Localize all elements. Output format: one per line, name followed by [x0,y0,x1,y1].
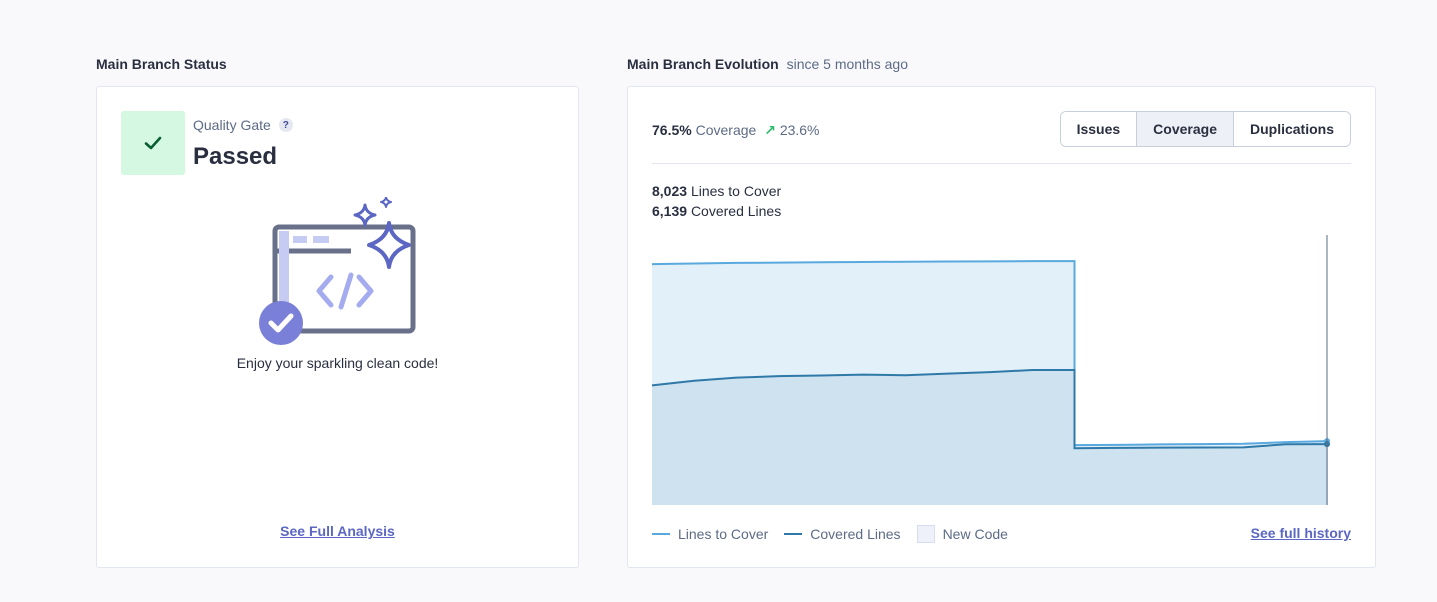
see-full-history-container: See full history [1251,525,1351,543]
coverage-trend: ↗ 23.6% [764,122,819,138]
chart-legend: Lines to Cover Covered Lines New Code [652,525,1024,543]
covered-lines-value: 6,139 [652,203,688,219]
covered-lines-label: Covered Lines [690,203,782,219]
help-icon[interactable]: ? [278,118,293,132]
legend-covered-lines-label: Covered Lines [810,526,901,542]
lines-to-cover-value: 8,023 [652,183,688,199]
branch-status-card: Quality Gate ? Passed Enjoy your sparkli… [96,86,579,568]
quality-gate-label-text: Quality Gate [193,117,271,133]
sparkling-code-illustration [259,197,416,345]
see-full-analysis-container: See Full Analysis [97,523,578,541]
see-full-analysis-link[interactable]: See Full Analysis [280,523,395,539]
code-bracket-left [316,274,334,308]
window-sidebar [279,231,289,327]
since-text: since 5 months ago [786,56,908,72]
quality-gate-badge [121,111,185,175]
quality-gate-label: Quality Gate ? [193,117,293,133]
legend-new-code-swatch [916,525,935,543]
sparkle-large-icon [367,221,411,269]
series-area-1 [652,370,1328,505]
evolution-title-text: Main Branch Evolution [627,56,779,72]
tab-issues[interactable]: Issues [1060,112,1137,146]
check-badge-icon [259,301,303,345]
covered-lines-stat: 6,139 Covered Lines [652,203,781,219]
series-line-1 [652,369,1329,450]
main-branch-status-title: Main Branch Status [96,56,227,72]
window-tab-1 [293,236,307,243]
sparkle-medium-icon [353,203,377,227]
code-slash [338,272,354,310]
sparkle-small-icon [380,197,392,208]
coverage-label: Coverage [695,122,757,138]
legend-lines-to-cover-label: Lines to Cover [678,526,769,542]
lines-to-cover-stat: 8,023 Lines to Cover [652,183,781,199]
coverage-value: 76.5% [652,122,692,138]
lines-to-cover-label: Lines to Cover [690,183,782,199]
legend-lines-to-cover-swatch [652,533,670,535]
coverage-trend-value: 23.6% [779,122,820,138]
legend-new-code-label: New Code [942,526,1008,542]
legend-covered-lines-swatch [784,533,803,535]
metric-tab-group: Issues Coverage Duplications [1059,111,1351,147]
legend-new-code: New Code [916,525,1008,543]
coverage-metric: 76.5% Coverage ↗ 23.6% [652,122,820,139]
legend-lines-to-cover: Lines to Cover [652,526,768,542]
header-divider [652,163,1351,164]
status-title-text: Main Branch Status [96,56,227,72]
check-badge-mark [268,313,294,333]
quality-gate-status: Passed [193,143,278,170]
tab-coverage[interactable]: Coverage [1136,112,1233,146]
window-tab-2 [313,236,329,243]
main-branch-evolution-title: Main Branch Evolution since 5 months ago [627,56,908,72]
series-line-0 [652,260,1329,447]
legend-covered-lines: Covered Lines [784,526,901,542]
enjoy-message: Enjoy your sparkling clean code! [236,355,439,371]
check-icon [144,136,162,150]
coverage-chart[interactable] [652,235,1352,510]
branch-evolution-card: 76.5% Coverage ↗ 23.6% Issues Coverage D… [627,86,1376,568]
tab-duplications[interactable]: Duplications [1232,112,1350,146]
see-full-history-link[interactable]: See full history [1250,525,1351,541]
code-bracket-right [356,274,374,308]
trend-up-icon: ↗ [764,122,776,138]
